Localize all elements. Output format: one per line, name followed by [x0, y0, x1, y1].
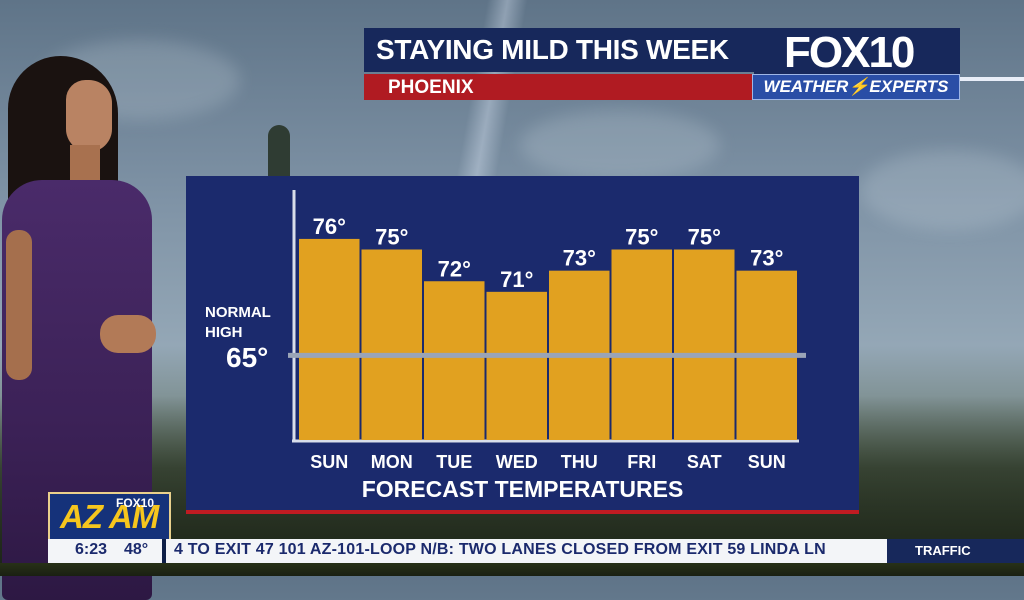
bar-value-label: 75°	[688, 225, 721, 250]
bar-value-label: 73°	[563, 246, 596, 271]
normal-label-line2: HIGH	[205, 324, 243, 341]
cloud-shape	[520, 110, 720, 180]
normal-high-value: 65°	[226, 342, 269, 373]
normal-high-label: NORMAL HIGH	[205, 303, 295, 343]
headline-banner: STAYING MILD THIS WEEK	[364, 28, 754, 72]
category-label: SUN	[748, 452, 786, 472]
category-label: WED	[496, 452, 538, 472]
bar-value-label: 75°	[375, 225, 408, 250]
brand-accent-line	[960, 77, 1024, 81]
bar-value-label: 76°	[313, 214, 346, 239]
bar-sat-6	[674, 249, 735, 440]
presenter-arm	[6, 230, 32, 380]
presenter-neck	[70, 145, 100, 185]
bar-sun-0	[299, 238, 360, 440]
bar-wed-3	[486, 291, 547, 440]
ticker-footer-shadow	[0, 563, 1024, 576]
weather-experts-tag: WEATHER⚡EXPERTS	[752, 74, 960, 100]
cloud-shape	[860, 150, 1024, 230]
bar-fri-5	[611, 249, 672, 440]
bar-value-label: 71°	[500, 267, 533, 292]
news-ticker	[48, 539, 1024, 563]
headline-title: STAYING MILD THIS WEEK	[376, 34, 729, 65]
ticker-time: 6:23	[75, 541, 108, 558]
az-am-show-logo: AZ AM FOX10	[48, 492, 171, 543]
bar-tue-2	[424, 281, 485, 440]
category-label: MON	[371, 452, 413, 472]
forecast-chart-panel: 76° SUN 75° MON 72° TUE 71° WED 73° THU 75° FRI 75° S…	[186, 176, 859, 514]
category-label: FRI	[627, 452, 656, 472]
bar-value-label: 75°	[625, 225, 658, 250]
bar-mon-1	[361, 249, 422, 440]
category-label: SUN	[310, 452, 348, 472]
chart-title: FORECAST TEMPERATURES	[361, 476, 684, 502]
category-label: SAT	[687, 452, 722, 472]
ticker-temperature: 48°	[124, 541, 149, 558]
ticker-traffic-text: 4 TO EXIT 47 101 AZ-101-LOOP N/B: TWO LA…	[174, 541, 826, 558]
forecast-chart: 76° SUN 75° MON 72° TUE 71° WED 73° THU 75° FRI 75° S…	[288, 190, 806, 472]
show-logo-sub: FOX10	[116, 496, 155, 510]
presenter	[0, 50, 170, 600]
bar-value-label: 73°	[750, 246, 783, 271]
fox10-logo: FOX10	[784, 28, 915, 77]
show-logo-main: AZ AM	[60, 498, 159, 535]
ticker-traffic-label: TRAFFIC	[887, 539, 1024, 563]
location-label: PHOENIX	[388, 77, 474, 98]
ticker-divider	[162, 539, 166, 563]
category-label: TUE	[436, 452, 472, 472]
category-label: THU	[561, 452, 598, 472]
bar-value-label: 72°	[438, 256, 471, 281]
location-banner: PHOENIX	[364, 74, 754, 100]
normal-label-line1: NORMAL	[205, 304, 271, 321]
brand-badge: FOX10 WEATHER⚡EXPERTS	[752, 28, 960, 100]
presenter-hands	[100, 315, 156, 353]
presenter-face	[66, 80, 112, 152]
